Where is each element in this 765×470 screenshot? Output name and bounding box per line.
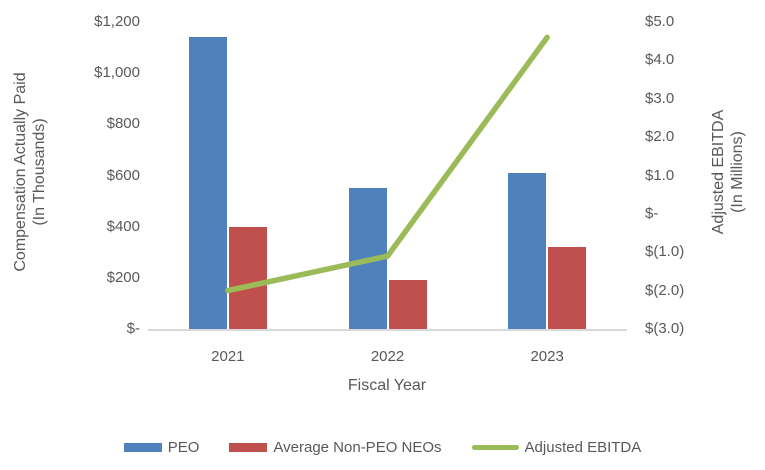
- right-axis-tick-label: $4.0: [645, 51, 675, 69]
- line-adjusted-ebitda: [225, 34, 550, 294]
- legend-label-average-non-peo-neos: Average Non-PEO NEOs: [273, 438, 442, 456]
- right-axis-title: Adjusted EBITDA (In Millions): [709, 0, 749, 352]
- x-axis-category-label: 2023: [530, 348, 564, 365]
- bar-average-non-peo-neos-2023: [548, 247, 587, 329]
- right-axis-tick-label: $(2.0): [645, 281, 685, 299]
- right-axis-title-line1: Adjusted EBITDA: [710, 109, 727, 235]
- legend-item-adjusted-ebitda: Adjusted EBITDA: [471, 438, 642, 456]
- right-axis-tick-label: $(3.0): [645, 320, 685, 337]
- left-axis-tick-label: $200: [106, 268, 140, 286]
- x-axis-category-label: 2021: [211, 348, 245, 365]
- left-axis-tick-label: $1,000: [94, 64, 140, 82]
- legend-label-adjusted-ebitda: Adjusted EBITDA: [524, 438, 642, 456]
- right-axis-tick-label: $3.0: [645, 89, 675, 107]
- right-axis-title-line2: (In Millions): [729, 131, 746, 213]
- x-axis-line: [148, 329, 627, 331]
- legend-item-average-non-peo-neos: Average Non-PEO NEOs: [229, 438, 442, 456]
- bar-peo-2021: [188, 37, 227, 329]
- legend-item-peo: PEO: [123, 438, 200, 456]
- bar-average-non-peo-neos-2021: [228, 226, 267, 329]
- legend-bar-swatch-average-non-peo-neos: [229, 442, 268, 452]
- right-axis-tick-label: $2.0: [645, 128, 675, 146]
- left-axis-tick-label: $400: [106, 217, 140, 235]
- x-axis-category-label: 2022: [370, 348, 405, 365]
- x-axis-title: Fiscal Year: [347, 377, 427, 394]
- bar-peo-2022: [348, 188, 387, 329]
- right-axis-tick-label: $1.0: [645, 166, 675, 184]
- legend: PEO Average Non-PEO NEOs Adjusted EBITDA: [0, 438, 765, 456]
- right-axis-tick-label: $(1.0): [645, 243, 685, 261]
- left-axis-tick-label: $-: [126, 320, 140, 337]
- left-axis-tick-label: $600: [106, 166, 140, 184]
- right-axis-tick-label: $5.0: [645, 13, 675, 30]
- left-axis-tick-label: $800: [106, 115, 140, 133]
- legend-label-peo: PEO: [167, 438, 200, 456]
- legend-line-swatch-adjusted-ebitda: [471, 444, 519, 450]
- right-axis-tick-label: $-: [645, 204, 659, 222]
- bar-average-non-peo-neos-2022: [388, 280, 427, 329]
- bar-peo-2023: [508, 172, 547, 329]
- left-axis-tick-label: $1,200: [94, 13, 140, 30]
- legend-bar-swatch-peo: [123, 442, 162, 452]
